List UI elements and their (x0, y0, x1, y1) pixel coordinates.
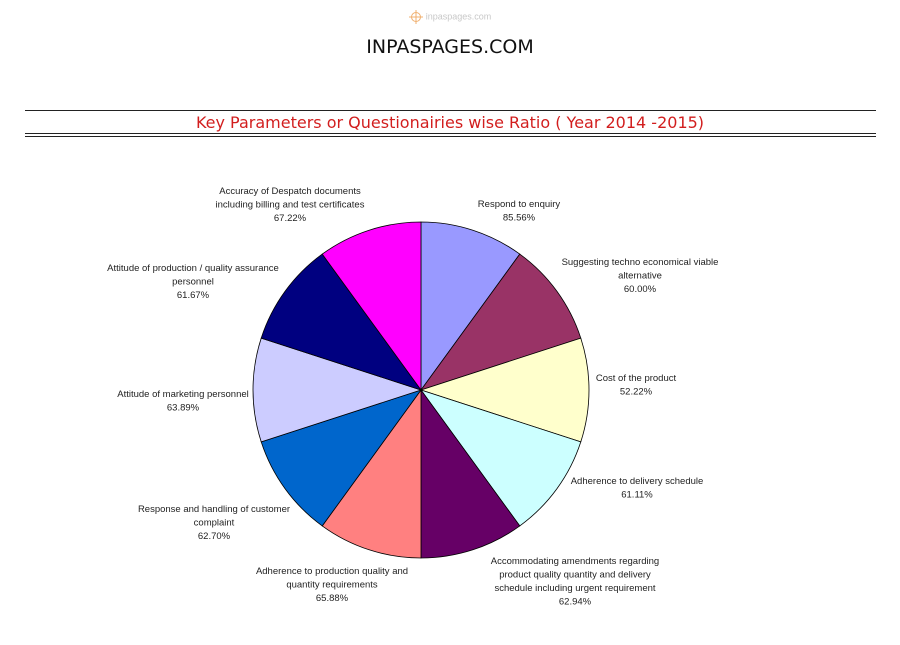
slice-label-2: Suggesting techno economical viable alter… (562, 257, 719, 295)
pie-slice-7 (260, 389, 423, 527)
slice-label-6: Adherence to production quality and quant… (256, 566, 408, 604)
slice-label-7: Response and handling of customer complai… (138, 504, 290, 542)
pie-slice-8 (252, 337, 423, 443)
watermark-text: inpaspages.com (425, 11, 492, 22)
pie-slice-9 (260, 253, 423, 391)
chart-title: Key Parameters or Questionairies wise Ra… (195, 113, 705, 132)
pie-slice-1 (420, 221, 521, 392)
slice-label-4: Adherence to delivery schedule 61.11% (571, 476, 704, 501)
slice-label-5: Accommodating amendments regarding produc… (491, 556, 659, 608)
site-title: INPASPAGES.COM (366, 36, 534, 58)
pie-slice-10 (321, 221, 422, 392)
watermark: inpaspages.com (0, 10, 900, 24)
title-rule-bottom-1 (25, 133, 876, 134)
pie-slice-3 (419, 337, 590, 443)
slice-label-3: Cost of the product 52.22% (596, 373, 677, 398)
slice-label-10: Accuracy of Despatch documents including … (216, 186, 365, 224)
title-rule-bottom-2 (25, 136, 876, 137)
pie-slice-2 (419, 253, 582, 391)
slice-label-9: Attitude of production / quality assuran… (107, 263, 279, 301)
slice-label-8: Attitude of marketing personnel 63.89% (117, 389, 249, 414)
title-rule-top (25, 110, 876, 111)
slice-label-1: Respond to enquiry 85.56% (478, 199, 561, 224)
crosshair-logo-icon (408, 10, 423, 24)
pie-slice-6 (321, 388, 422, 559)
pie-slice-5 (420, 388, 521, 559)
pie-slice-4 (419, 389, 582, 527)
